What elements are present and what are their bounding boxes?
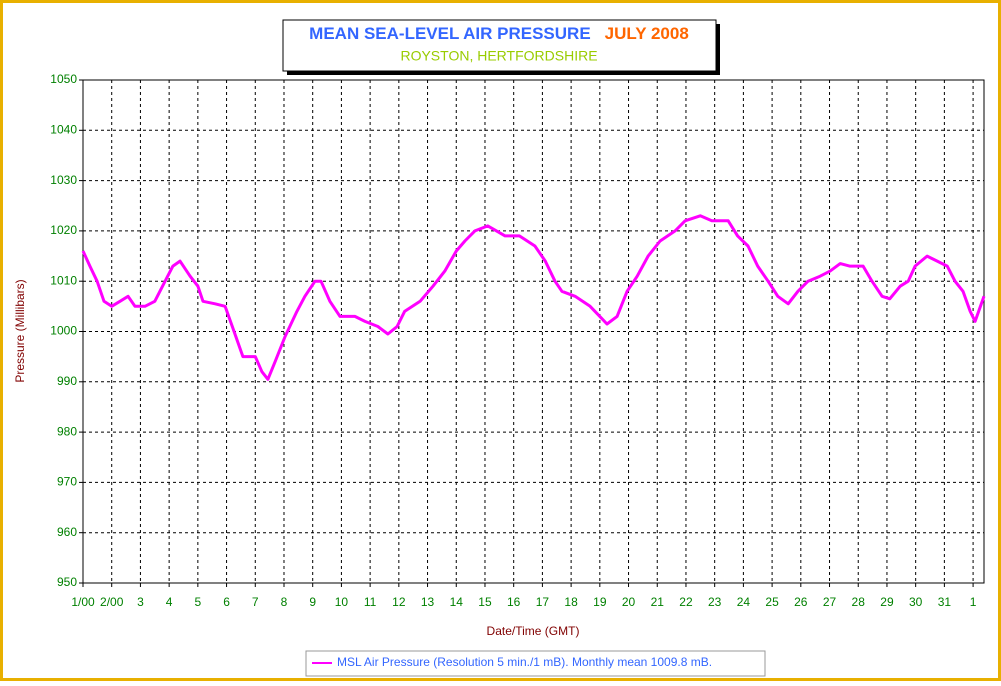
x-tick-label: 7: [252, 595, 259, 609]
title-month: JULY 2008: [605, 24, 689, 43]
x-tick-label: 13: [421, 595, 435, 609]
x-tick-label: 2/00: [100, 595, 124, 609]
x-tick-label: 18: [564, 595, 578, 609]
y-tick-label: 1010: [50, 273, 77, 287]
y-tick-label: 1000: [50, 324, 77, 338]
x-axis-label: Date/Time (GMT): [487, 624, 580, 638]
x-tick-label: 26: [794, 595, 808, 609]
y-tick-label: 1030: [50, 173, 77, 187]
x-tick-label: 23: [708, 595, 722, 609]
legend-entry: MSL Air Pressure (Resolution 5 min./1 mB…: [337, 655, 712, 669]
title-main: MEAN SEA-LEVEL AIR PRESSURE: [309, 24, 591, 43]
y-axis-label: Pressure (Millibars): [13, 279, 27, 382]
x-tick-label: 12: [392, 595, 406, 609]
x-tick-label: 10: [335, 595, 349, 609]
x-tick-label: 1/00: [71, 595, 95, 609]
legend-box: [305, 650, 766, 677]
x-tick-label: 21: [651, 595, 665, 609]
x-tick-label: 29: [880, 595, 894, 609]
subtitle: ROYSTON, HERTFORDSHIRE: [400, 48, 597, 64]
x-tick-label: 25: [765, 595, 779, 609]
x-tick-label: 30: [909, 595, 923, 609]
x-tick-label: 24: [737, 595, 751, 609]
x-tick-label: 27: [823, 595, 837, 609]
x-tick-label: 28: [852, 595, 866, 609]
y-tick-label: 1040: [50, 122, 77, 136]
y-tick-label: 960: [57, 525, 77, 539]
y-tick-label: 1050: [50, 72, 77, 86]
x-tick-label: 5: [195, 595, 202, 609]
title-box: [282, 19, 717, 72]
y-tick-label: 980: [57, 424, 77, 438]
x-tick-label: 4: [166, 595, 173, 609]
x-tick-label: 6: [223, 595, 230, 609]
y-tick-label: 990: [57, 374, 77, 388]
x-tick-label: 3: [137, 595, 144, 609]
chart-title: MEAN SEA-LEVEL AIR PRESSURE JULY 2008: [309, 24, 689, 43]
x-tick-label: 19: [593, 595, 607, 609]
x-tick-label: 1: [970, 595, 977, 609]
x-tick-label: 17: [536, 595, 550, 609]
x-tick-label: 20: [622, 595, 636, 609]
x-tick-label: 22: [679, 595, 693, 609]
x-tick-label: 15: [478, 595, 492, 609]
plot-border: [82, 79, 985, 584]
y-tick-label: 1020: [50, 223, 77, 237]
x-tick-label: 14: [450, 595, 464, 609]
x-tick-label: 31: [938, 595, 952, 609]
x-tick-label: 16: [507, 595, 521, 609]
x-tick-label: 8: [281, 595, 288, 609]
y-tick-label: 950: [57, 575, 77, 589]
x-tick-label: 11: [364, 595, 377, 609]
y-tick-label: 970: [57, 475, 77, 489]
x-tick-label: 9: [309, 595, 316, 609]
pressure-line: [81, 214, 986, 381]
